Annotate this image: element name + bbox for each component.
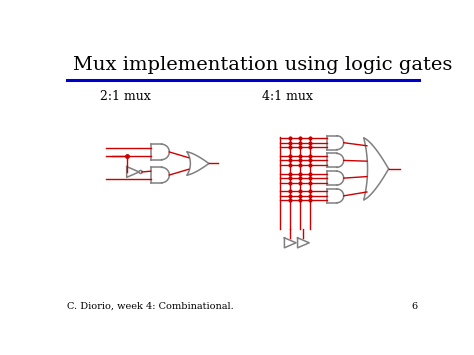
Text: 4:1 mux: 4:1 mux xyxy=(262,90,313,103)
Text: Mux implementation using logic gates: Mux implementation using logic gates xyxy=(73,56,453,75)
Text: 6: 6 xyxy=(411,301,417,311)
Text: 2:1 mux: 2:1 mux xyxy=(100,90,150,103)
Text: C. Diorio, week 4: Combinational.: C. Diorio, week 4: Combinational. xyxy=(67,301,234,311)
